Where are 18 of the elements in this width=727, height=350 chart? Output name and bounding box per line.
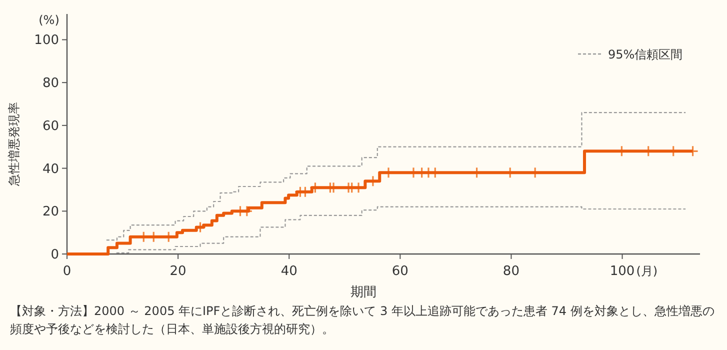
legend: 95%信頼区間 [608,48,683,62]
ytick: 40 [42,162,59,177]
ytick: 80 [42,76,59,92]
xtick: 0 [62,264,72,279]
annotation: 【対象・方法】2000 ～ 2005 年にIPFと診断され、死亡例を除いて 3 年以上追跡可能であった患者 74 例を対象とし、急性増悪の頻度や予後などを検討した（日本、単施設後方視的研究）。 [10,303,716,338]
xtick: 20 [170,264,186,279]
ytick: 20 [42,204,59,220]
xlabel: 期間 [350,285,376,300]
ytick: 100 [34,33,59,48]
xtick: 40 [280,264,298,279]
ylabel: 急性増悪発現率 [7,102,21,186]
ytick: 0 [50,248,59,262]
ytick: 60 [42,118,59,134]
annotation: (%) [38,13,60,27]
annotation: (月) [636,264,658,278]
xtick: 100 [610,264,635,279]
xtick: 60 [392,264,408,279]
xtick: 80 [502,264,520,279]
